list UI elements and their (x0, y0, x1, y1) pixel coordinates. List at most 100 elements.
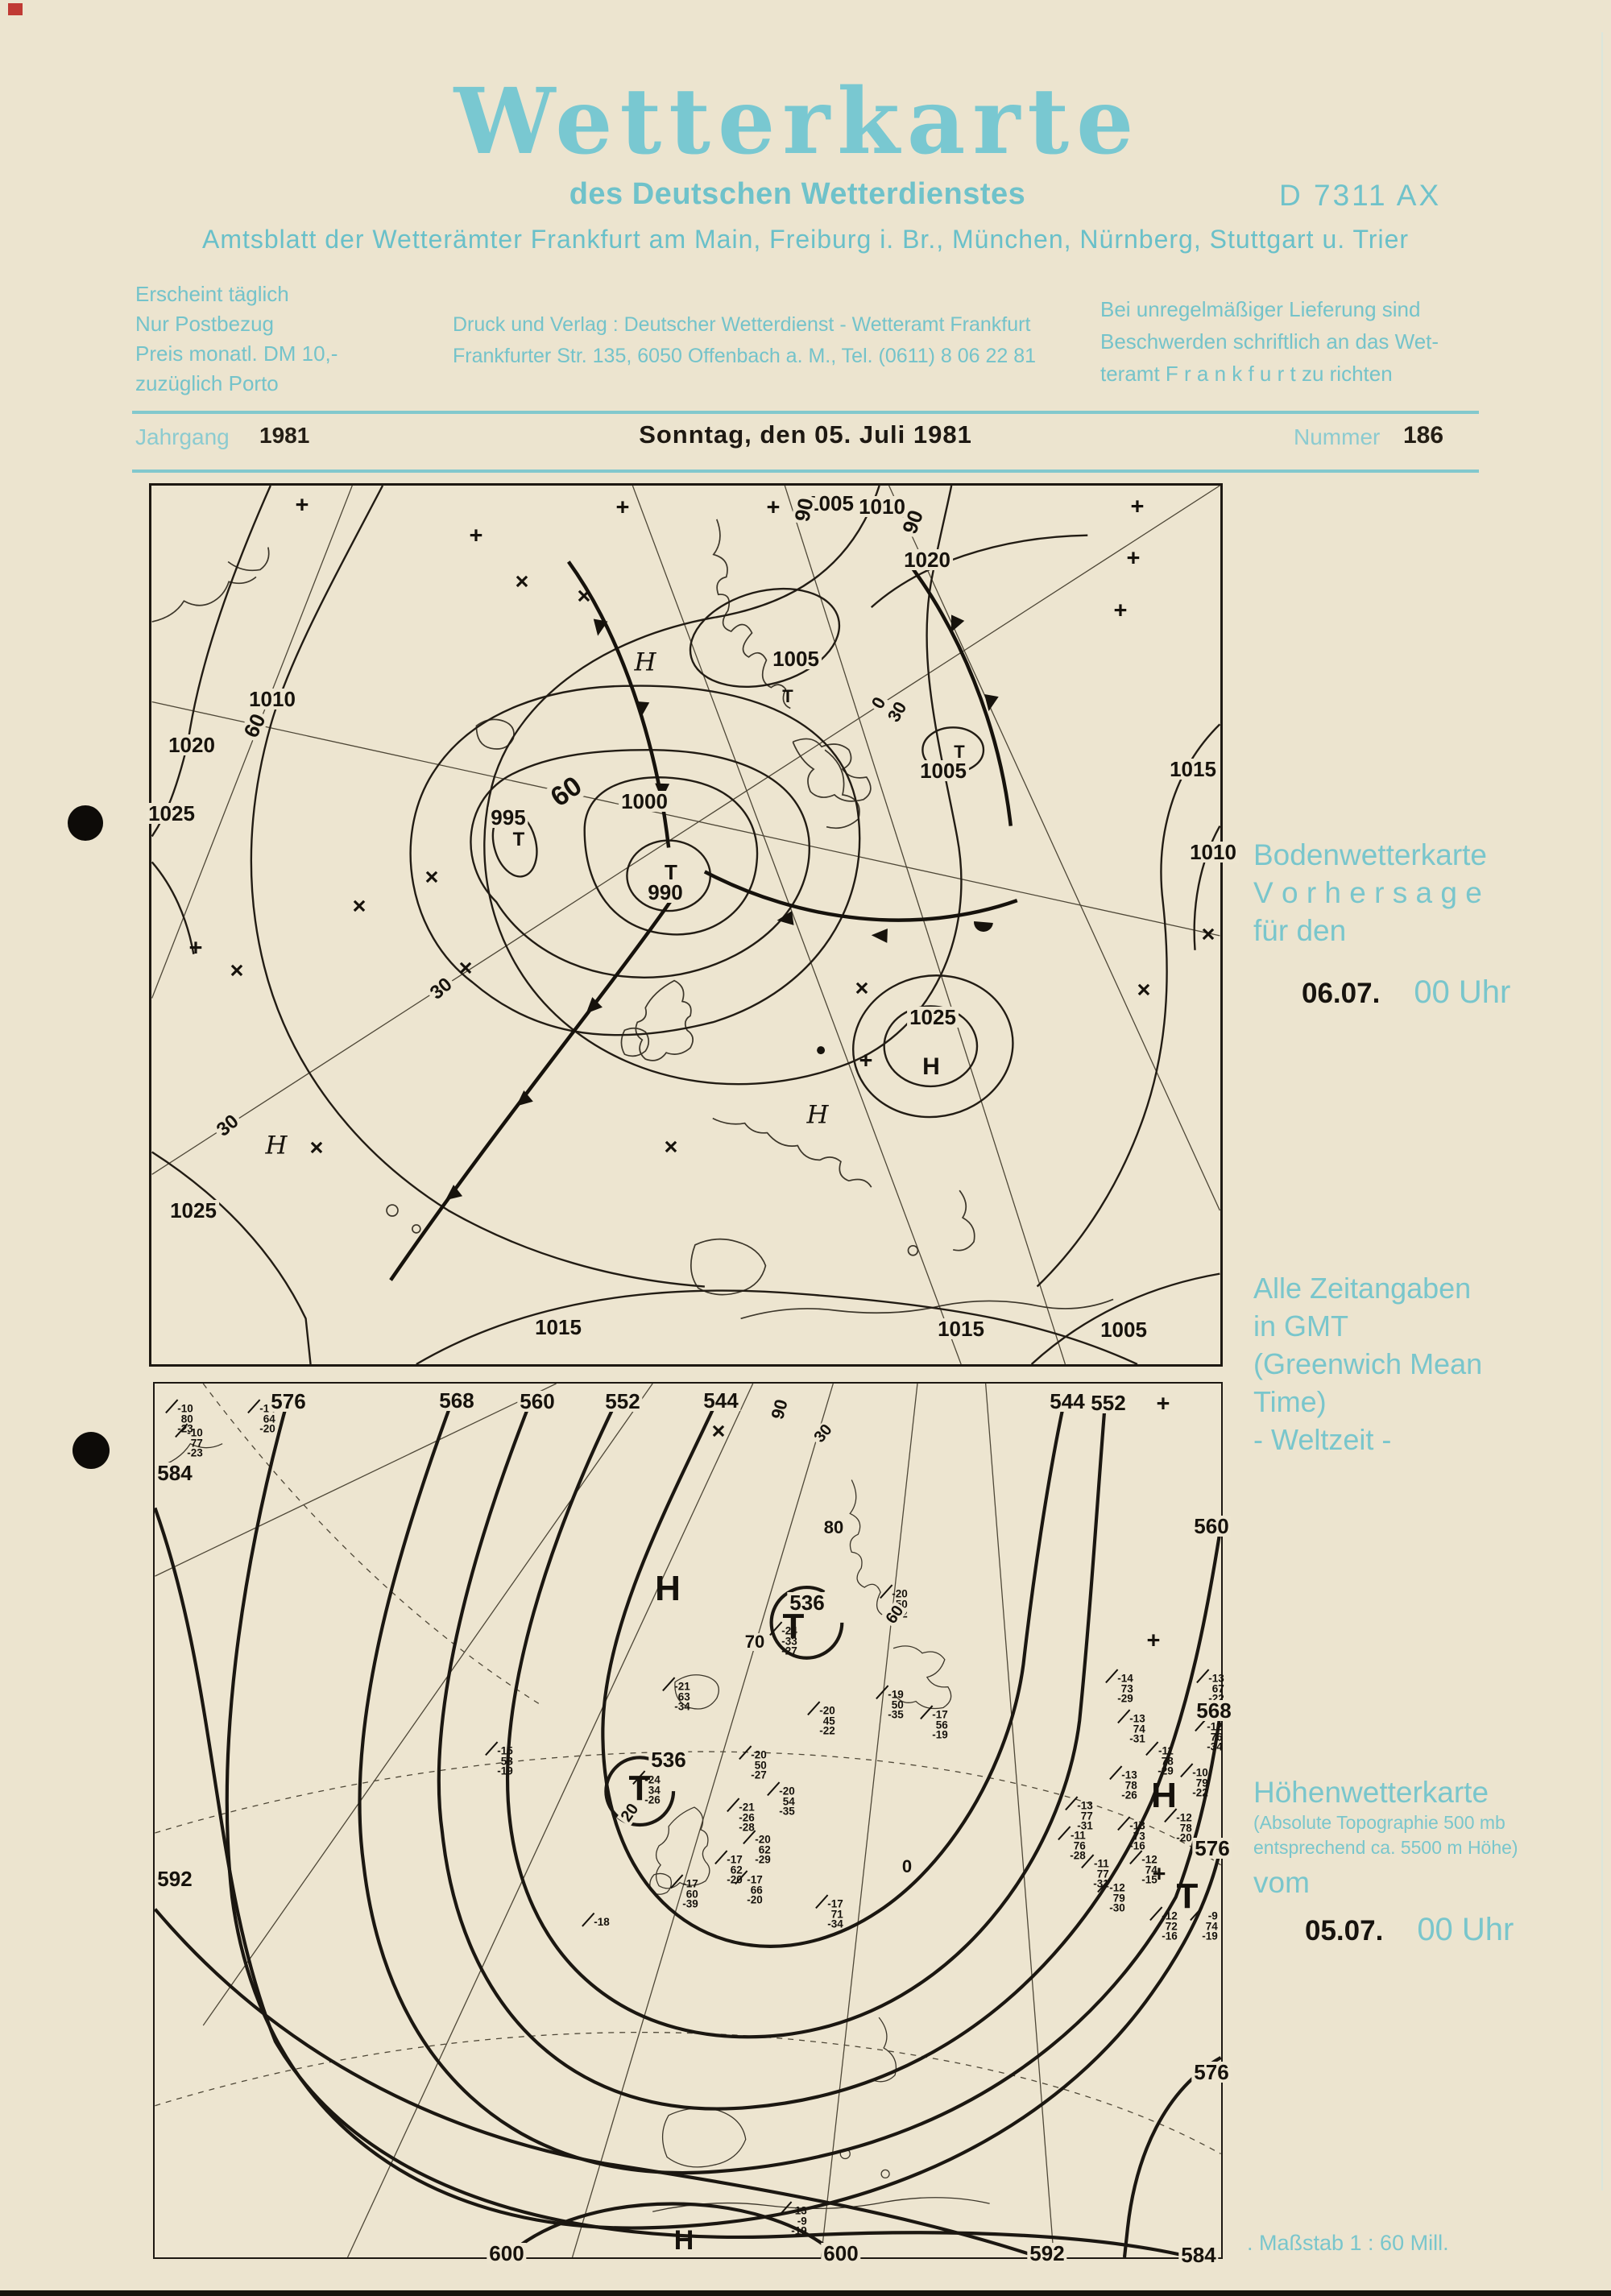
map-label: 560 (1191, 1516, 1232, 1537)
caption-line: (Absolute Topographie 500 mb (1253, 1812, 1505, 1833)
station-plot: -13 -9 -19 (779, 2201, 807, 2236)
valid-time: 00 Uhr (1417, 1912, 1514, 1947)
station-plot: -18 (582, 1912, 610, 1928)
map-label: × (352, 893, 367, 920)
map-label: + (469, 523, 483, 549)
map-label: 536 (648, 1749, 689, 1770)
map-label: + (859, 1048, 873, 1074)
imprint-subscription: Erscheint täglich Nur Postbezug Preis mo… (135, 279, 338, 399)
station-plot: -11 77 -31 (1081, 1854, 1109, 1889)
upper-map-caption: Höhenwetterkarte (Absolute Topographie 5… (1253, 1775, 1518, 1901)
punch-hole (72, 1432, 110, 1469)
station-plot: -12 74 -15 (1129, 1850, 1158, 1885)
caption-line: entsprechend ca. 5500 m Höhe) (1253, 1837, 1518, 1858)
imprint-line: Erscheint täglich (135, 282, 289, 306)
map-label: H (922, 1053, 940, 1080)
map-label: 568 (1194, 1700, 1234, 1721)
scan-mark-red (8, 3, 23, 15)
map-label: T (782, 686, 793, 706)
station-plot: -10 79 -22 (1180, 1763, 1208, 1798)
station-plot: -11 78 -29 (1145, 1741, 1174, 1777)
valid-time: 00 Uhr (1414, 974, 1511, 1010)
station-plot: -24 34 -26 (632, 1770, 661, 1806)
imprint-line: Nur Postbezug (135, 312, 274, 336)
map-label: 70 (742, 1633, 768, 1651)
map-label: 60 (544, 770, 589, 813)
imprint-line: teramt F r a n k f u r t zu richten (1100, 362, 1393, 386)
punch-hole (68, 805, 103, 841)
station-plot: -12 72 -16 (1149, 1906, 1178, 1942)
divider-rule (132, 470, 1479, 473)
imprint-line: Beschwerden schriftlich an das Wet- (1100, 329, 1439, 354)
map-label: 1020 (901, 549, 953, 570)
station-plot: -21 63 -34 (662, 1677, 690, 1712)
map-label: 0 (899, 1858, 915, 1876)
station-plot: -20 62 -29 (743, 1830, 771, 1865)
map-label: 544 (701, 1390, 741, 1411)
map-label: 30 (424, 973, 458, 1005)
map-label: 576 (268, 1391, 309, 1412)
map-label: × (711, 1418, 726, 1445)
upper-map-labels: 576 568 560 552 544 544 552 +90 30 80 60 70 H 536 T 536… (155, 1384, 1234, 2265)
station-plot: -20 45 -22 (807, 1701, 835, 1736)
map-label: 576 (1191, 2062, 1232, 2083)
map-label: T (665, 860, 677, 884)
map-label: T (782, 1607, 805, 1646)
scan-edge-band (0, 2290, 1611, 2296)
nummer-label: Nummer (1294, 424, 1381, 449)
map-label: 1025 (168, 1200, 219, 1221)
scan-edge-line (1601, 32, 1603, 2191)
station-plot: -12 79 -30 (1097, 1878, 1125, 1913)
imprint-line: Preis monatl. DM 10,- (135, 341, 338, 366)
map-label: 536 (787, 1592, 827, 1613)
map-label: 1005 (770, 648, 822, 669)
map-label: T (1176, 1876, 1199, 1916)
map-label: 1005 (917, 760, 969, 781)
caption-line: Höhenwetterkarte (1253, 1776, 1489, 1809)
map-label: × (855, 975, 869, 1002)
map-label: + (766, 494, 781, 521)
map-label: + (1130, 494, 1145, 520)
map-label: H (673, 2225, 694, 2256)
map-label: + (295, 492, 309, 519)
map-label: 552 (603, 1391, 643, 1412)
map-label: × (1201, 921, 1215, 948)
station-plot: -13 77 -31 (1065, 1796, 1093, 1831)
map-label: + (1146, 1628, 1161, 1654)
note-line: (Greenwich Mean (1253, 1347, 1483, 1380)
caption-line: V o r h e r s a g e (1253, 876, 1482, 909)
map-label: × (458, 955, 473, 982)
gmt-note: Alle Zeitangaben in GMT (Greenwich Mean … (1253, 1269, 1482, 1458)
map-label: + (615, 494, 630, 521)
map-label: 90 (767, 1395, 792, 1424)
imprint-publisher: Druck und Verlag : Deutscher Wetterdiens… (453, 309, 1036, 372)
valid-date: 05.07. (1305, 1915, 1384, 1946)
map-label: 1015 (532, 1317, 584, 1338)
map-label: 30 (810, 1419, 837, 1448)
map-label: × (230, 958, 244, 984)
map-label: 1010 (856, 496, 908, 517)
map-label: 1015 (1167, 759, 1219, 780)
caption-line: für den (1253, 914, 1347, 947)
station-plot: -19 50 -35 (876, 1685, 904, 1720)
map-label: 576 (1192, 1838, 1232, 1859)
upper-valid-datetime: 05.07. 00 Uhr (1305, 1912, 1514, 1948)
map-label: 1010 (1187, 842, 1239, 863)
station-plot: -13 74 -31 (1117, 1709, 1145, 1744)
map-label: 568 (437, 1390, 477, 1411)
imprint-line: Bei unregelmäßiger Lieferung sind (1100, 297, 1421, 321)
divider-rule (132, 411, 1479, 414)
valid-date: 06.07. (1302, 978, 1381, 1009)
upper-air-map: -1080-23-1077-23-1464-20-2050-22-24-33-2… (153, 1382, 1234, 2265)
map-label: × (515, 569, 529, 595)
map-label: × (577, 583, 591, 610)
map-label: 560 (517, 1391, 557, 1412)
imprint-line: Frankfurter Str. 135, 6050 Offenbach a. … (453, 345, 1037, 367)
surface-valid-datetime: 06.07. 00 Uhr (1302, 974, 1510, 1011)
amtsblatt-line: Amtsblatt der Wetterämter Frankfurt am M… (201, 225, 1410, 254)
station-plot: -17 62 -20 (714, 1850, 743, 1885)
map-label: 592 (155, 1868, 195, 1889)
map-label: × (1137, 977, 1151, 1003)
note-line: in GMT (1253, 1309, 1349, 1342)
map-label: 90 (789, 494, 818, 526)
